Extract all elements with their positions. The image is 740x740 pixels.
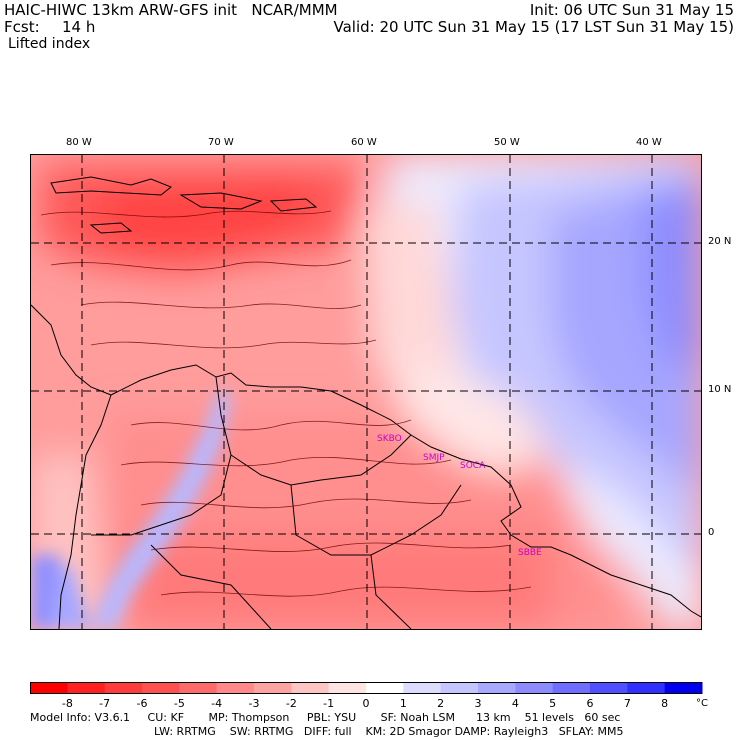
colorbar-swatch: [440, 682, 479, 694]
forecast-hours: 14 h: [62, 18, 96, 36]
colorbar-swatch: [515, 682, 554, 694]
colorbar-swatch: [30, 682, 68, 694]
colorbar-tick-label: 0: [363, 697, 370, 710]
colorbar-swatch: [142, 682, 180, 694]
colorbar-swatch: [403, 682, 442, 694]
colorbar-swatch: [590, 682, 628, 694]
colorbar-swatch: [216, 682, 255, 694]
lat-label-0: 0: [708, 527, 715, 538]
colorbar-swatch: [254, 682, 292, 694]
colorbar-tick-label: 2: [437, 697, 444, 710]
colorbar-tick-label: 7: [624, 697, 631, 710]
contours: [40, 210, 532, 597]
colorbar-swatch: [104, 682, 143, 694]
forecast-label: Fcst:: [4, 18, 40, 36]
lon-label-70w: 70 W: [208, 137, 234, 148]
station-sbbe: SBBE: [518, 548, 542, 558]
colorbar-swatch: [664, 682, 703, 694]
field-name: Lifted index: [8, 36, 91, 52]
lon-label-40w: 40 W: [636, 137, 662, 148]
init-time: Init: 06 UTC Sun 31 May 15: [529, 1, 734, 19]
valid-time: Valid: 20 UTC Sun 31 May 15 (17 LST Sun …: [333, 18, 734, 36]
colorbar-tick-label: -7: [99, 697, 110, 710]
colorbar-ticks: -8 -7 -6 -5 -4 -3 -2 -1 0 1 2 3 4 5 6 7 8: [62, 697, 668, 710]
footer-physics-info: LW: RRTMG SW: RRTMG DIFF: full KM: 2D Sm…: [154, 725, 624, 738]
colorbar-unit: °C: [696, 698, 708, 709]
colorbar-tick-label: -6: [137, 697, 148, 710]
lon-label-50w: 50 W: [494, 137, 520, 148]
colorbar-border: [30, 682, 702, 694]
colorbar-swatch: [552, 682, 591, 694]
lon-label-80w: 80 W: [66, 137, 92, 148]
colorbar-swatch: [179, 682, 218, 694]
lat-label-10n: 10 N: [708, 384, 732, 395]
colorbar-tick-label: -8: [62, 697, 73, 710]
colorbar-tick-label: -3: [249, 697, 260, 710]
colorbar-swatch: [366, 682, 404, 694]
colorbar-tick-label: 4: [512, 697, 519, 710]
footer-model-info: Model Info: V3.6.1 CU: KF MP: Thompson P…: [30, 711, 621, 724]
lifted-index-map: SKBO SMJP SOCA SBBE: [30, 154, 702, 630]
colorbar-swatch: [291, 682, 330, 694]
colorbar-swatch: [478, 682, 516, 694]
colorbar: -8 -7 -6 -5 -4 -3 -2 -1 0 1 2 3 4 5 6 7 8 °C: [30, 682, 708, 710]
station-skbo: SKBO: [377, 434, 402, 444]
colorbar-tick-label: -2: [286, 697, 297, 710]
colorbar-tick-label: -5: [174, 697, 185, 710]
station-labels: SKBO SMJP SOCA SBBE: [377, 434, 542, 558]
colorbar-swatch: [328, 682, 367, 694]
colorbar-swatch: [67, 682, 106, 694]
model-title: HAIC-HIWC 13km ARW-GFS init NCAR/MMM: [4, 1, 338, 19]
lon-label-60w: 60 W: [351, 137, 377, 148]
colorbar-swatches: [30, 682, 703, 694]
coastlines: [31, 176, 701, 629]
lat-label-20n: 20 N: [708, 236, 732, 247]
station-smjp: SMJP: [423, 453, 445, 463]
colorbar-tick-label: 3: [475, 697, 482, 710]
colorbar-tick-label: 6: [587, 697, 594, 710]
colorbar-tick-label: -4: [211, 697, 222, 710]
colorbar-tick-label: 1: [400, 697, 407, 710]
station-soca: SOCA: [460, 461, 486, 471]
lat-lon-grid: [31, 155, 701, 629]
colorbar-tick-label: 8: [661, 697, 668, 710]
colorbar-swatch: [627, 682, 666, 694]
colorbar-tick-label: 5: [549, 697, 556, 710]
colorbar-tick-label: -1: [323, 697, 334, 710]
